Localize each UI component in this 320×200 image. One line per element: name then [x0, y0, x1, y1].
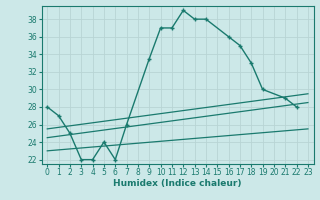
- X-axis label: Humidex (Indice chaleur): Humidex (Indice chaleur): [113, 179, 242, 188]
